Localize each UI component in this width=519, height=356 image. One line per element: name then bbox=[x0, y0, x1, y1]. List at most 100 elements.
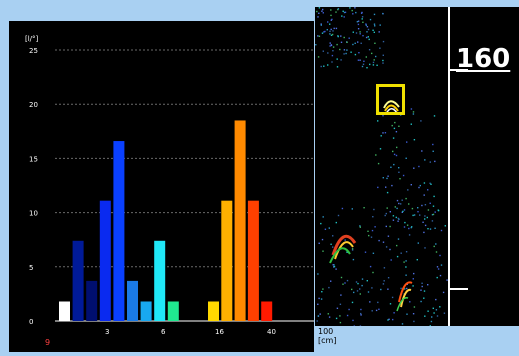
sonar-speckle bbox=[327, 313, 329, 315]
sonar-speckle bbox=[359, 33, 361, 35]
sonar-speckle bbox=[377, 162, 380, 165]
sonar-speckle bbox=[366, 26, 369, 28]
sonar-speckle bbox=[318, 7, 321, 9]
sonar-speckle bbox=[408, 227, 410, 230]
sonar-speckle bbox=[384, 214, 386, 217]
sonar-speckle bbox=[318, 297, 320, 300]
sonar-speckle bbox=[437, 268, 440, 270]
sonar-speckle bbox=[369, 63, 371, 66]
sonar-speckle bbox=[343, 53, 345, 55]
sonar-speckle bbox=[413, 320, 415, 323]
sonar-speckle bbox=[398, 218, 400, 220]
sonar-speckle bbox=[365, 56, 367, 58]
sonar-speckle bbox=[360, 42, 362, 44]
sonar-speckle bbox=[348, 37, 350, 39]
sonar-speckle bbox=[391, 184, 393, 187]
sonar-speckle bbox=[354, 53, 357, 56]
sonar-speckle bbox=[386, 191, 389, 194]
sonar-speckle bbox=[357, 20, 360, 22]
sonar-speckle bbox=[343, 16, 345, 18]
sonar-speckle bbox=[372, 64, 375, 66]
sonar-speckle bbox=[385, 246, 388, 248]
sonar-speckle bbox=[330, 44, 333, 47]
sonar-speckle bbox=[332, 46, 335, 48]
sonar-speckle bbox=[356, 290, 359, 292]
sonar-speckle bbox=[396, 244, 398, 247]
sonar-speckle bbox=[322, 250, 324, 252]
sonar-speckle bbox=[362, 21, 364, 23]
sonar-speckle bbox=[433, 115, 436, 117]
sonar-speckle bbox=[363, 207, 365, 209]
sonar-speckle bbox=[427, 209, 430, 211]
sonar-speckle bbox=[340, 59, 342, 61]
sonar-speckle bbox=[352, 319, 354, 322]
sonar-speckle bbox=[431, 220, 434, 222]
sonar-speckle bbox=[380, 288, 382, 291]
sonar-speckle bbox=[335, 317, 338, 320]
sonar-speckle bbox=[377, 186, 379, 189]
sonar-speckle bbox=[317, 16, 319, 18]
x-tick-label: 3 bbox=[105, 328, 109, 336]
sonar-speckle bbox=[406, 141, 408, 143]
sonar-speckle bbox=[410, 123, 412, 125]
sonar-speckle bbox=[335, 221, 337, 224]
sonar-speckle bbox=[379, 148, 382, 150]
fish-target-marker[interactable] bbox=[376, 84, 405, 115]
sonar-speckle bbox=[350, 51, 352, 53]
sonar-speckle bbox=[393, 312, 395, 314]
sonar-speckle bbox=[405, 157, 407, 159]
sonar-speckle bbox=[367, 36, 369, 38]
sonar-speckle bbox=[351, 288, 353, 291]
sonar-speckle bbox=[386, 177, 388, 180]
sonar-speckle bbox=[378, 239, 380, 242]
sonar-speckle bbox=[368, 49, 371, 51]
sonar-speckle bbox=[385, 225, 387, 228]
sonar-speckle bbox=[329, 30, 331, 32]
sonar-speckle bbox=[397, 238, 400, 240]
sonar-speckle bbox=[373, 59, 375, 61]
x-tick-label: 16 bbox=[215, 328, 224, 336]
y-tick-label: 0 bbox=[29, 318, 33, 326]
sonar-speckle bbox=[432, 205, 435, 207]
sonar-speckle bbox=[397, 217, 399, 220]
sonar-speckle bbox=[424, 224, 427, 227]
sonar-speckle bbox=[382, 40, 385, 43]
sonar-speckle bbox=[420, 120, 422, 122]
sonar-speckle bbox=[348, 308, 350, 311]
sonar-speckle bbox=[330, 19, 332, 21]
sonar-speckle bbox=[390, 166, 392, 168]
sonar-speckle bbox=[408, 234, 411, 236]
sonar-speckle bbox=[329, 33, 331, 35]
sonar-speckle bbox=[369, 18, 372, 21]
sonar-speckle bbox=[377, 301, 379, 304]
sonar-speckle bbox=[412, 214, 414, 217]
sonar-speckle bbox=[373, 208, 375, 211]
x-axis-label: 100 [cm] bbox=[318, 327, 336, 345]
sonar-speckle bbox=[355, 32, 358, 34]
sonar-speckle bbox=[432, 143, 434, 146]
sonar-speckle bbox=[373, 31, 375, 33]
sonar-speckle bbox=[359, 288, 361, 290]
sonar-speckle bbox=[336, 43, 338, 46]
sonar-speckle bbox=[318, 12, 320, 14]
sonar-speckle bbox=[399, 178, 401, 180]
sonar-speckle bbox=[316, 320, 318, 322]
sonar-speckle bbox=[333, 266, 335, 268]
sonar-speckle bbox=[342, 283, 344, 285]
sonar-speckle bbox=[335, 268, 337, 270]
sonar-speckle bbox=[327, 21, 329, 23]
sonar-speckle bbox=[436, 276, 438, 279]
sonar-speckle bbox=[344, 11, 347, 13]
sonar-speckle bbox=[317, 273, 319, 275]
sonar-speckle bbox=[365, 23, 367, 25]
sonar-speckle bbox=[386, 207, 388, 209]
sonar-speckle bbox=[377, 120, 379, 122]
sonar-speckle bbox=[389, 211, 391, 213]
sonar-speckle bbox=[320, 65, 322, 68]
sonar-speckle bbox=[390, 259, 392, 261]
sonar-speckle bbox=[410, 184, 412, 186]
sonar-speckle bbox=[433, 245, 435, 248]
sonar-speckle bbox=[391, 124, 393, 127]
sonar-speckle bbox=[406, 313, 408, 315]
sonar-speckle bbox=[317, 315, 320, 317]
